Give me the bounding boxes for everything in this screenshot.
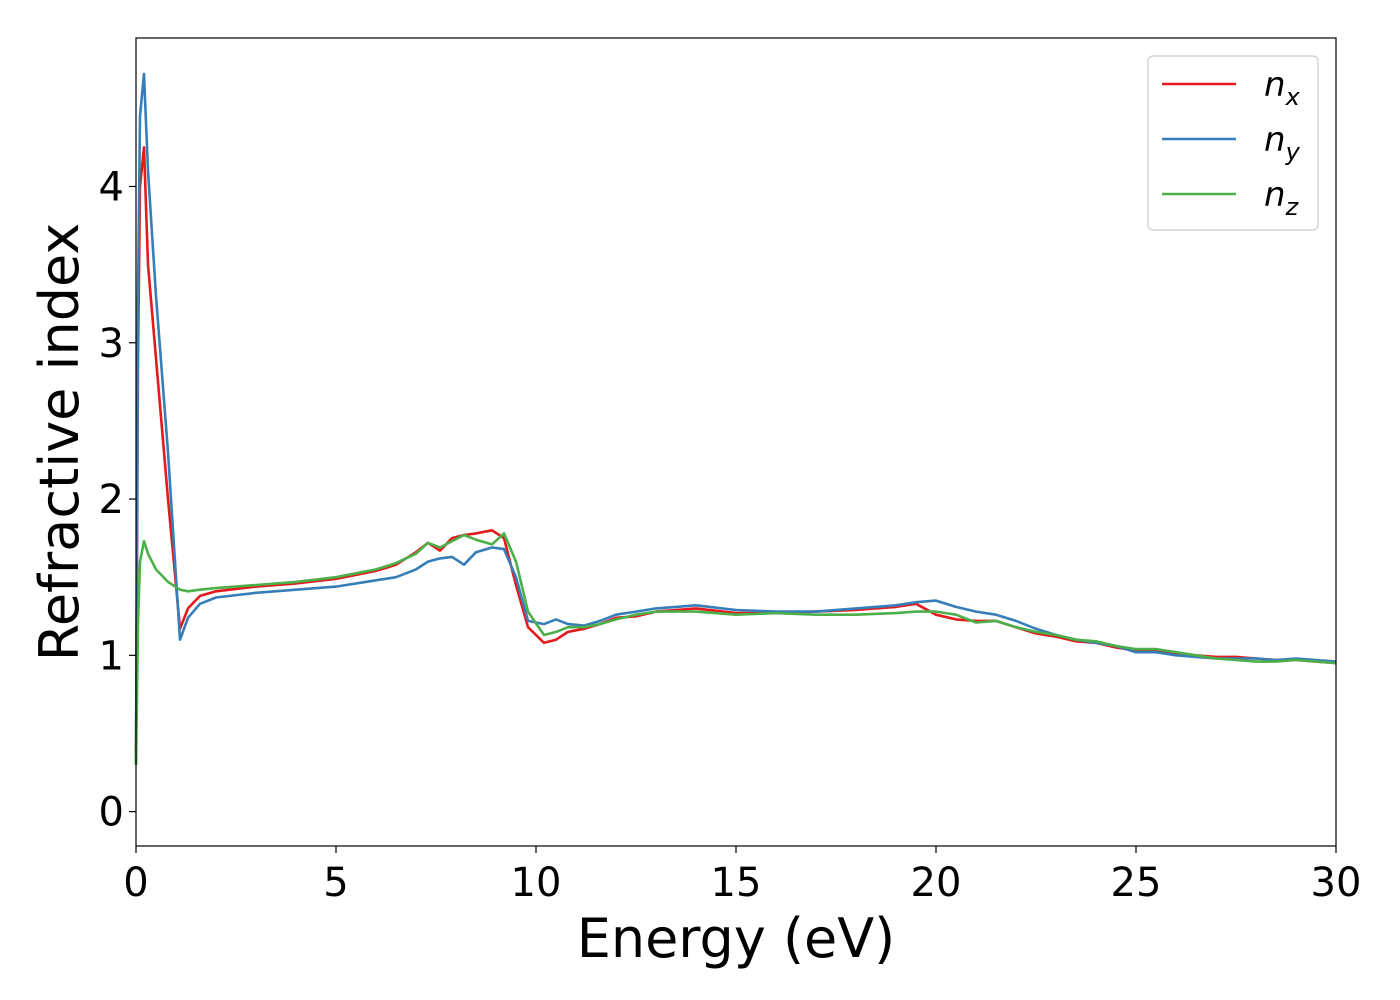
legend-label-nx: nx — [1264, 65, 1301, 111]
legend-label-ny: ny — [1264, 120, 1301, 166]
y-tick-label: 2 — [99, 477, 124, 523]
series-layer — [134, 72, 1337, 765]
x-tick-label: 10 — [511, 860, 562, 906]
series-line-ny — [134, 72, 1337, 765]
x-tick-label: 30 — [1311, 860, 1362, 906]
x-tick-label: 5 — [323, 860, 348, 906]
series-line-nz — [134, 532, 1337, 765]
x-tick-label: 15 — [711, 860, 762, 906]
x-tick-label: 0 — [123, 860, 148, 906]
legend-label-nz: nz — [1264, 175, 1300, 221]
x-tick-label: 20 — [911, 860, 962, 906]
legend: nx ny nz — [1147, 55, 1319, 231]
series-line-nx — [134, 146, 1337, 757]
x-axis-title: Energy (eV) — [577, 907, 896, 970]
y-tick-label: 0 — [99, 790, 124, 836]
legend-box — [1147, 55, 1319, 231]
y-axis-ticks: 0 1 2 3 4 — [99, 164, 136, 836]
y-tick-label: 1 — [99, 633, 124, 679]
y-tick-label: 3 — [99, 321, 124, 367]
y-tick-label: 4 — [99, 164, 124, 210]
x-axis-ticks: 0 5 10 15 20 25 30 — [123, 846, 1361, 906]
y-axis-title: Refractive index — [28, 223, 91, 662]
x-tick-label: 25 — [1111, 860, 1162, 906]
